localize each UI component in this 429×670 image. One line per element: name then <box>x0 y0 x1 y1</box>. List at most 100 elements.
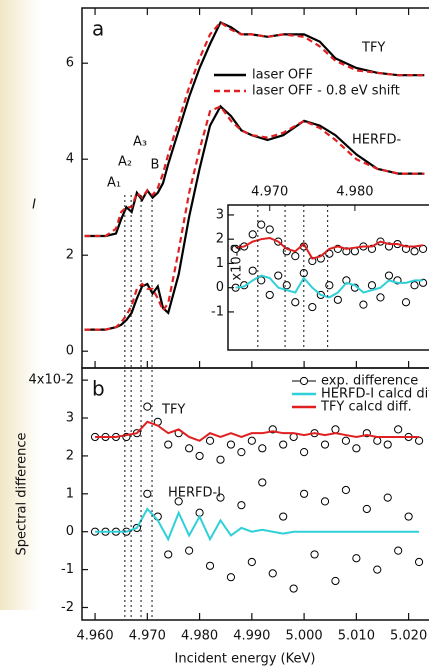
data-point <box>384 494 391 501</box>
data-point <box>332 577 339 584</box>
y-tick-label: -1 <box>61 562 74 577</box>
curve-label: TFY <box>361 41 385 56</box>
x-tick-label: 5.010 <box>338 629 375 644</box>
data-point <box>269 570 276 577</box>
curve-label: HERFD- <box>352 133 402 148</box>
data-point <box>301 449 308 456</box>
data-point <box>309 303 316 310</box>
legend-label: laser OFF - 0.8 eV shift <box>252 84 400 99</box>
figure: 02464x10-23210-1-23210-14.9704.980x10-24… <box>0 0 429 670</box>
data-point <box>266 291 273 298</box>
y-tick-label: 0 <box>216 280 224 295</box>
data-point <box>402 299 409 306</box>
data-point <box>377 294 384 301</box>
data-point <box>353 445 360 452</box>
data-point <box>196 452 203 459</box>
data-point <box>227 574 234 581</box>
data-point <box>360 301 367 308</box>
data-point <box>186 547 193 554</box>
y-tick-label: 4x10-2 <box>29 373 74 388</box>
y-tick-label: 3 <box>216 207 224 222</box>
data-point <box>321 441 328 448</box>
data-point <box>415 437 422 444</box>
data-point <box>249 231 256 238</box>
x-tick-label: 4.970 <box>129 629 166 644</box>
data-point <box>411 248 418 255</box>
data-point <box>283 282 290 289</box>
data-point <box>301 490 308 497</box>
y-tick-label: 3 <box>66 411 74 426</box>
legend-label: laser OFF <box>252 68 313 83</box>
data-point <box>342 437 349 444</box>
data-point <box>144 403 151 410</box>
panel-label: a <box>92 17 104 41</box>
peak-label: A₂ <box>118 155 132 170</box>
data-point <box>374 566 381 573</box>
data-point <box>259 445 266 452</box>
data-point <box>165 441 172 448</box>
data-point <box>415 558 422 565</box>
data-point <box>206 562 213 569</box>
data-point <box>353 555 360 562</box>
data-point <box>280 441 287 448</box>
data-point <box>248 437 255 444</box>
data-point <box>144 490 151 497</box>
data-point <box>326 282 333 289</box>
x-tick-label: 4.980 <box>336 185 373 200</box>
y-tick-label: 4 <box>66 152 74 167</box>
data-point <box>280 513 287 520</box>
data-point <box>248 558 255 565</box>
data-point <box>292 299 299 306</box>
x-tick-label: 4.970 <box>251 185 288 200</box>
data-point <box>165 551 172 558</box>
y-tick-label: 6 <box>66 56 74 71</box>
y-axis-label: I <box>32 198 36 213</box>
data-point <box>321 498 328 505</box>
y-tick-label: 2 <box>216 232 224 247</box>
data-point <box>384 441 391 448</box>
data-point <box>342 486 349 493</box>
y-tick-label: 0 <box>66 524 74 539</box>
data-point <box>186 445 193 452</box>
data-point <box>395 426 402 433</box>
y-tick-label: 0 <box>66 344 74 359</box>
data-point <box>259 479 266 486</box>
data-point <box>258 221 265 228</box>
data-point <box>238 449 245 456</box>
x-tick-label: 5.000 <box>285 629 322 644</box>
y-tick-label: -2 <box>61 600 74 615</box>
panel-label: b <box>92 377 105 401</box>
legend-marker <box>300 377 307 384</box>
x-axis-label: Incident energy (KeV) <box>175 652 316 667</box>
data-point <box>292 253 299 260</box>
data-point <box>311 551 318 558</box>
peak-label: A₃ <box>133 135 147 150</box>
data-point <box>275 272 282 279</box>
x-tick-label: 5.020 <box>390 629 427 644</box>
data-point <box>238 502 245 509</box>
y-tick-label: 2 <box>66 448 74 463</box>
curve-label: HERFD-I <box>168 486 221 501</box>
data-point <box>385 272 392 279</box>
data-point <box>217 456 224 463</box>
x-tick-label: 4.980 <box>181 629 218 644</box>
y-tick-label: -1 <box>211 304 224 319</box>
data-point <box>206 437 213 444</box>
y-tick-label: 1 <box>66 486 74 501</box>
y-tick-label: 2 <box>66 248 74 263</box>
peak-label: B <box>151 158 160 173</box>
data-point <box>227 441 234 448</box>
curve-label: TFY <box>161 403 185 418</box>
x-tick-label: 4.990 <box>233 629 270 644</box>
data-point <box>266 226 273 233</box>
data-point <box>374 437 381 444</box>
data-point <box>395 547 402 554</box>
peak-label: A₁ <box>107 176 121 191</box>
data-point <box>334 296 341 303</box>
y-axis-label: Spectral difference <box>15 432 30 555</box>
data-point <box>411 282 418 289</box>
inset-y-label: x10-2 <box>230 243 245 280</box>
data-point <box>405 513 412 520</box>
legend-label: TFY calcd diff. <box>320 400 412 415</box>
data-point <box>249 267 256 274</box>
